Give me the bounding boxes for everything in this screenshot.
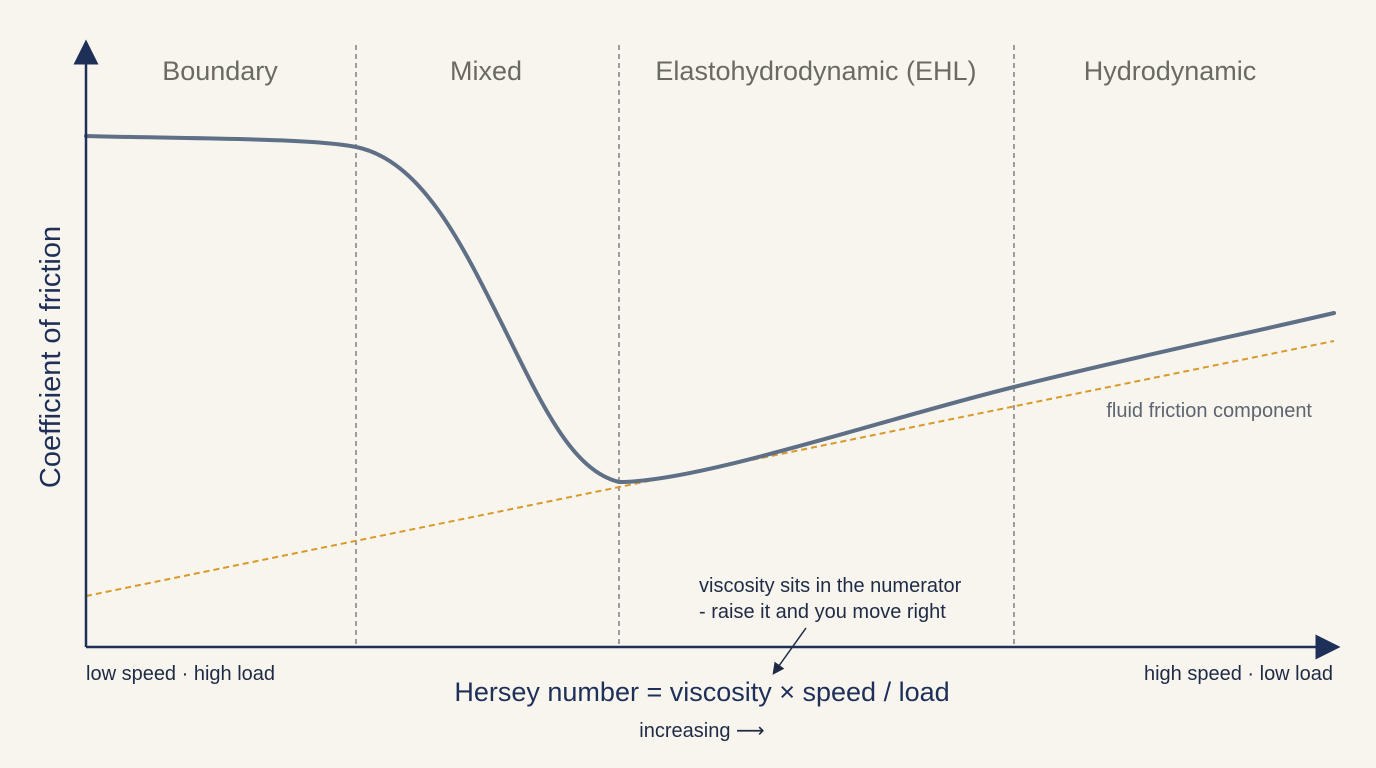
y-axis-label: Coefficient of friction	[35, 226, 67, 488]
regime-label-boundary: Boundary	[162, 56, 278, 86]
annotation-line-2: - raise it and you move right	[699, 601, 946, 623]
regime-label-ehl: Elastohydrodynamic (EHL)	[655, 56, 976, 86]
annotation-line-1: viscosity sits in the numerator	[699, 575, 962, 597]
regime-label-mixed: Mixed	[450, 56, 522, 86]
fluid-friction-label: fluid friction component	[1106, 400, 1312, 422]
annotation-arrow	[772, 627, 807, 675]
regime-label-hydrodynamic: Hydrodynamic	[1084, 56, 1257, 86]
x-axis-right-label: high speed · low load	[1144, 663, 1333, 685]
x-axis-label: Hersey number = viscosity × speed / load	[454, 677, 949, 707]
x-axis-left-label: low speed · high load	[86, 663, 275, 685]
fluid-friction-line	[85, 340, 1335, 597]
increasing-label: increasing ⟶	[639, 720, 764, 742]
stribeck-curve	[84, 134, 1336, 485]
